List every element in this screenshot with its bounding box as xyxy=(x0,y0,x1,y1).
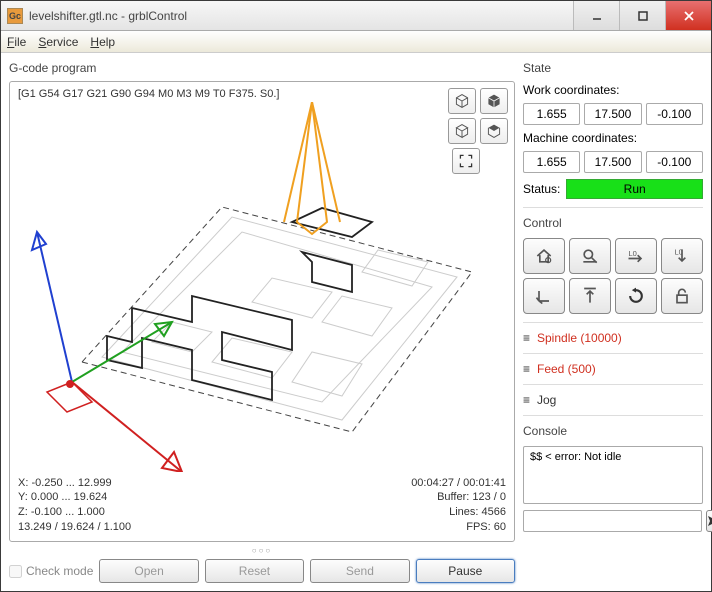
menu-file[interactable]: File xyxy=(7,35,26,49)
app-icon: Gc xyxy=(7,8,23,24)
state-label: State xyxy=(523,61,703,75)
open-button[interactable]: Open xyxy=(99,559,198,583)
stats-overlay: 00:04:27 / 00:01:41 Buffer: 123 / 0 Line… xyxy=(411,476,506,535)
console-input[interactable] xyxy=(523,510,702,532)
hamburger-icon xyxy=(523,393,533,407)
jog-expander[interactable]: Jog xyxy=(523,393,703,407)
visualizer[interactable]: [G1 G54 G17 G21 G90 G94 M0 M3 M9 T0 F375… xyxy=(9,81,515,542)
menubar: File Service Help xyxy=(1,31,711,53)
check-mode-checkbox[interactable]: Check mode xyxy=(9,564,93,578)
menu-service[interactable]: Service xyxy=(38,35,78,49)
extents-overlay: X: -0.250 ... 12.999 Y: 0.000 ... 19.624… xyxy=(18,476,131,535)
restore-origin-button[interactable] xyxy=(523,278,565,314)
pause-button[interactable]: Pause xyxy=(416,559,515,583)
svg-text:L0: L0 xyxy=(629,249,637,258)
minimize-button[interactable] xyxy=(573,1,619,30)
maximize-button[interactable] xyxy=(619,1,665,30)
home-button[interactable] xyxy=(523,238,565,274)
zero-z-button[interactable]: L0 xyxy=(661,238,703,274)
app-window: Gc levelshifter.gtl.nc - grblControl Fil… xyxy=(0,0,712,592)
feed-expander[interactable]: Feed (500) xyxy=(523,362,703,376)
safe-z-button[interactable] xyxy=(569,278,611,314)
work-y: 17.500 xyxy=(584,103,641,125)
send-button[interactable]: Send xyxy=(310,559,409,583)
zero-xy-button[interactable]: L0 xyxy=(615,238,657,274)
console-label: Console xyxy=(523,424,703,438)
close-button[interactable] xyxy=(665,1,711,30)
toolpath-canvas xyxy=(10,102,514,472)
work-x: 1.655 xyxy=(523,103,580,125)
menu-help[interactable]: Help xyxy=(90,35,115,49)
control-label: Control xyxy=(523,216,703,230)
work-coords-label: Work coordinates: xyxy=(523,83,703,97)
z-probe-button[interactable] xyxy=(569,238,611,274)
gcode-header-line: [G1 G54 G17 G21 G90 G94 M0 M3 M9 T0 F375… xyxy=(18,88,279,100)
machine-y: 17.500 xyxy=(584,151,641,173)
machine-x: 1.655 xyxy=(523,151,580,173)
status-badge: Run xyxy=(566,179,703,199)
unlock-button[interactable] xyxy=(661,278,703,314)
machine-z: -0.100 xyxy=(646,151,703,173)
machine-coords-label: Machine coordinates: xyxy=(523,131,703,145)
hamburger-icon xyxy=(523,362,533,376)
window-title: levelshifter.gtl.nc - grblControl xyxy=(29,9,573,23)
reset-grbl-button[interactable] xyxy=(615,278,657,314)
console-output: $$ < error: Not idle xyxy=(523,446,703,504)
console-send-button[interactable] xyxy=(706,510,712,532)
gcode-program-label: G-code program xyxy=(9,61,515,75)
splitter-handle[interactable]: ○○○ xyxy=(9,546,515,555)
work-z: -0.100 xyxy=(646,103,703,125)
reset-button[interactable]: Reset xyxy=(205,559,304,583)
hamburger-icon xyxy=(523,331,533,345)
titlebar: Gc levelshifter.gtl.nc - grblControl xyxy=(1,1,711,31)
status-label: Status: xyxy=(523,182,560,196)
spindle-expander[interactable]: Spindle (10000) xyxy=(523,331,703,345)
